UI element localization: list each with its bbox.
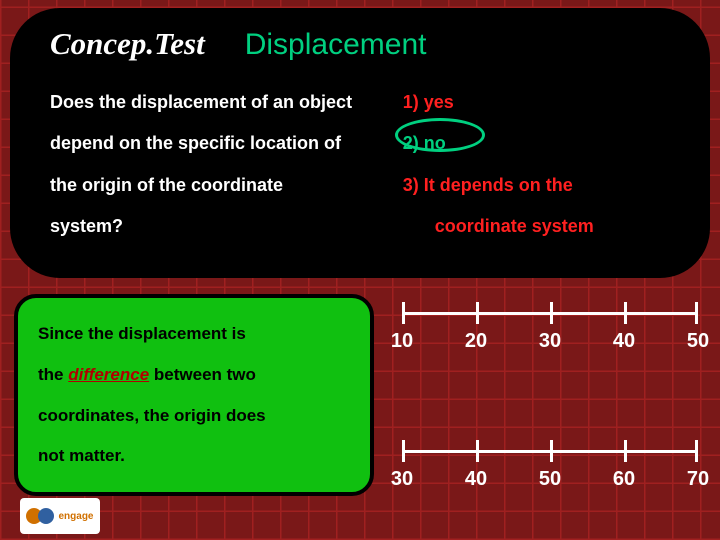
ruler-tick — [695, 302, 698, 324]
explain-keyword: difference — [68, 365, 149, 384]
ruler-label: 40 — [456, 468, 496, 491]
ruler-labels: 10 20 30 40 50 — [402, 330, 698, 353]
engage-logo: engage — [20, 498, 100, 534]
question-line: Does the displacement of an object — [50, 82, 383, 123]
ruler-label: 70 — [678, 468, 718, 491]
ruler-label: 60 — [604, 468, 644, 491]
ruler-tick — [402, 440, 405, 462]
ruler-axis — [402, 436, 698, 466]
explain-line1: Since the displacement is — [38, 314, 350, 355]
brand-title: Concep.Test — [50, 26, 205, 62]
question-card: Concep.Test Displacement Does the displa… — [10, 8, 710, 278]
question-text: Does the displacement of an object depen… — [50, 82, 383, 248]
answer-option-2: 2) no — [403, 123, 446, 164]
ruler-label: 10 — [382, 330, 422, 353]
ruler-label: 30 — [530, 330, 570, 353]
answer-option-3b: coordinate system — [403, 206, 680, 247]
ruler-label: 50 — [530, 468, 570, 491]
explain-line4: not matter. — [38, 436, 350, 477]
ruler-label: 40 — [604, 330, 644, 353]
explain-text: between two — [149, 365, 256, 384]
ruler-tick — [624, 440, 627, 462]
ruler-label: 50 — [678, 330, 718, 353]
ruler-axis — [402, 298, 698, 328]
question-line: system? — [50, 206, 383, 247]
ruler-tick — [624, 302, 627, 324]
answer-option-3: 3) It depends on the — [403, 165, 680, 206]
explain-line3: coordinates, the origin does — [38, 396, 350, 437]
ruler-labels: 30 40 50 60 70 — [402, 468, 698, 491]
logo-circle-icon — [38, 508, 54, 524]
answer-list: 1) yes 2) no 3) It depends on the coordi… — [403, 82, 680, 248]
explain-line2: the difference between two — [38, 355, 350, 396]
ruler-tick — [476, 302, 479, 324]
ruler-tick — [550, 302, 553, 324]
explanation-card: Since the displacement is the difference… — [14, 294, 374, 496]
question-area: Does the displacement of an object depen… — [50, 82, 680, 248]
ruler-label: 30 — [382, 468, 422, 491]
answer-option-1: 1) yes — [403, 82, 680, 123]
number-line-2: 30 40 50 60 70 — [402, 436, 698, 491]
explain-text: the — [38, 365, 68, 384]
ruler-label: 20 — [456, 330, 496, 353]
question-line: the origin of the coordinate — [50, 165, 383, 206]
number-line-1: 10 20 30 40 50 — [402, 298, 698, 353]
ruler-tick — [476, 440, 479, 462]
topic-title: Displacement — [245, 28, 427, 62]
title-row: Concep.Test Displacement — [50, 26, 680, 62]
ruler-tick — [695, 440, 698, 462]
question-line: depend on the specific location of — [50, 123, 383, 164]
logo-text: engage — [58, 511, 93, 522]
ruler-tick — [402, 302, 405, 324]
ruler-tick — [550, 440, 553, 462]
